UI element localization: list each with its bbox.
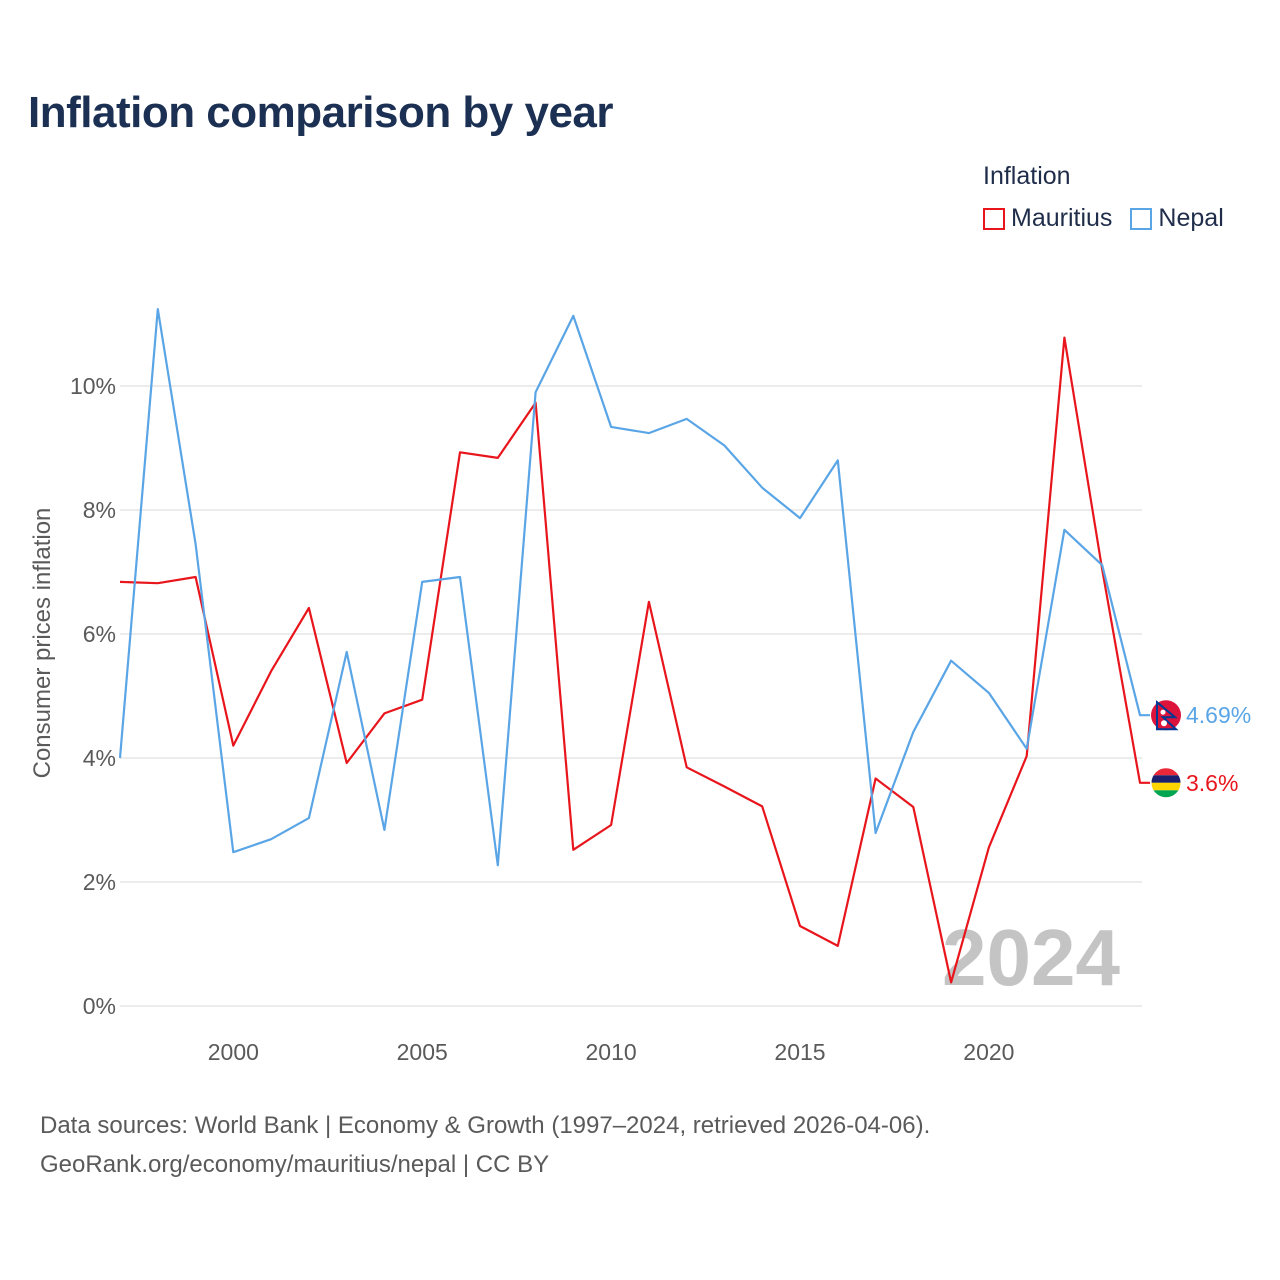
y-tick-label: 10%: [70, 373, 116, 399]
legend-swatch-mauritius: [983, 207, 1005, 230]
nepal-flag-icon: [1151, 700, 1181, 731]
legend-swatch-nepal: [1130, 207, 1153, 230]
line-chart: 0%2%4%6%8%10% 2000 2005 2010 2015 2020 2024 …: [29, 308, 1251, 1065]
legend-title: Inflation: [983, 162, 1071, 190]
y-axis-label: Consumer prices inflation: [29, 508, 56, 779]
mauritius-flag-icon: [1150, 767, 1182, 799]
y-tick-label: 0%: [83, 993, 116, 1019]
legend: Mauritius Nepal: [983, 204, 1242, 233]
x-tick-label: 2020: [963, 1039, 1014, 1065]
legend-label-nepal: Nepal: [1158, 204, 1224, 232]
x-tick-label: 2005: [397, 1039, 448, 1065]
legend-item-nepal[interactable]: Nepal: [1130, 204, 1224, 233]
end-value-label-nepal: 4.69%: [1186, 702, 1251, 728]
legend-item-mauritius[interactable]: Mauritius: [983, 204, 1112, 233]
y-tick-label: 6%: [83, 621, 116, 647]
y-tick-label: 2%: [83, 869, 116, 895]
y-tick-label: 8%: [83, 497, 116, 523]
x-tick-label: 2015: [774, 1039, 825, 1065]
x-tick-label: 2010: [586, 1039, 637, 1065]
series-line-mauritius[interactable]: [119, 336, 1150, 984]
y-tick-label: 4%: [83, 745, 116, 771]
chart-title: Inflation comparison by year: [28, 88, 614, 137]
series-line-nepal[interactable]: [118, 308, 1150, 867]
end-value-label-mauritius: 3.6%: [1186, 770, 1238, 796]
data-source-note: Data sources: World Bank | Economy & Gro…: [40, 1106, 930, 1184]
legend-label-mauritius: Mauritius: [1011, 204, 1113, 232]
source-line-2[interactable]: GeoRank.org/economy/mauritius/nepal | CC…: [40, 1151, 550, 1178]
x-tick-label: 2000: [208, 1039, 259, 1065]
source-line-1: Data sources: World Bank | Economy & Gro…: [40, 1112, 931, 1139]
year-watermark: 2024: [942, 913, 1120, 1002]
